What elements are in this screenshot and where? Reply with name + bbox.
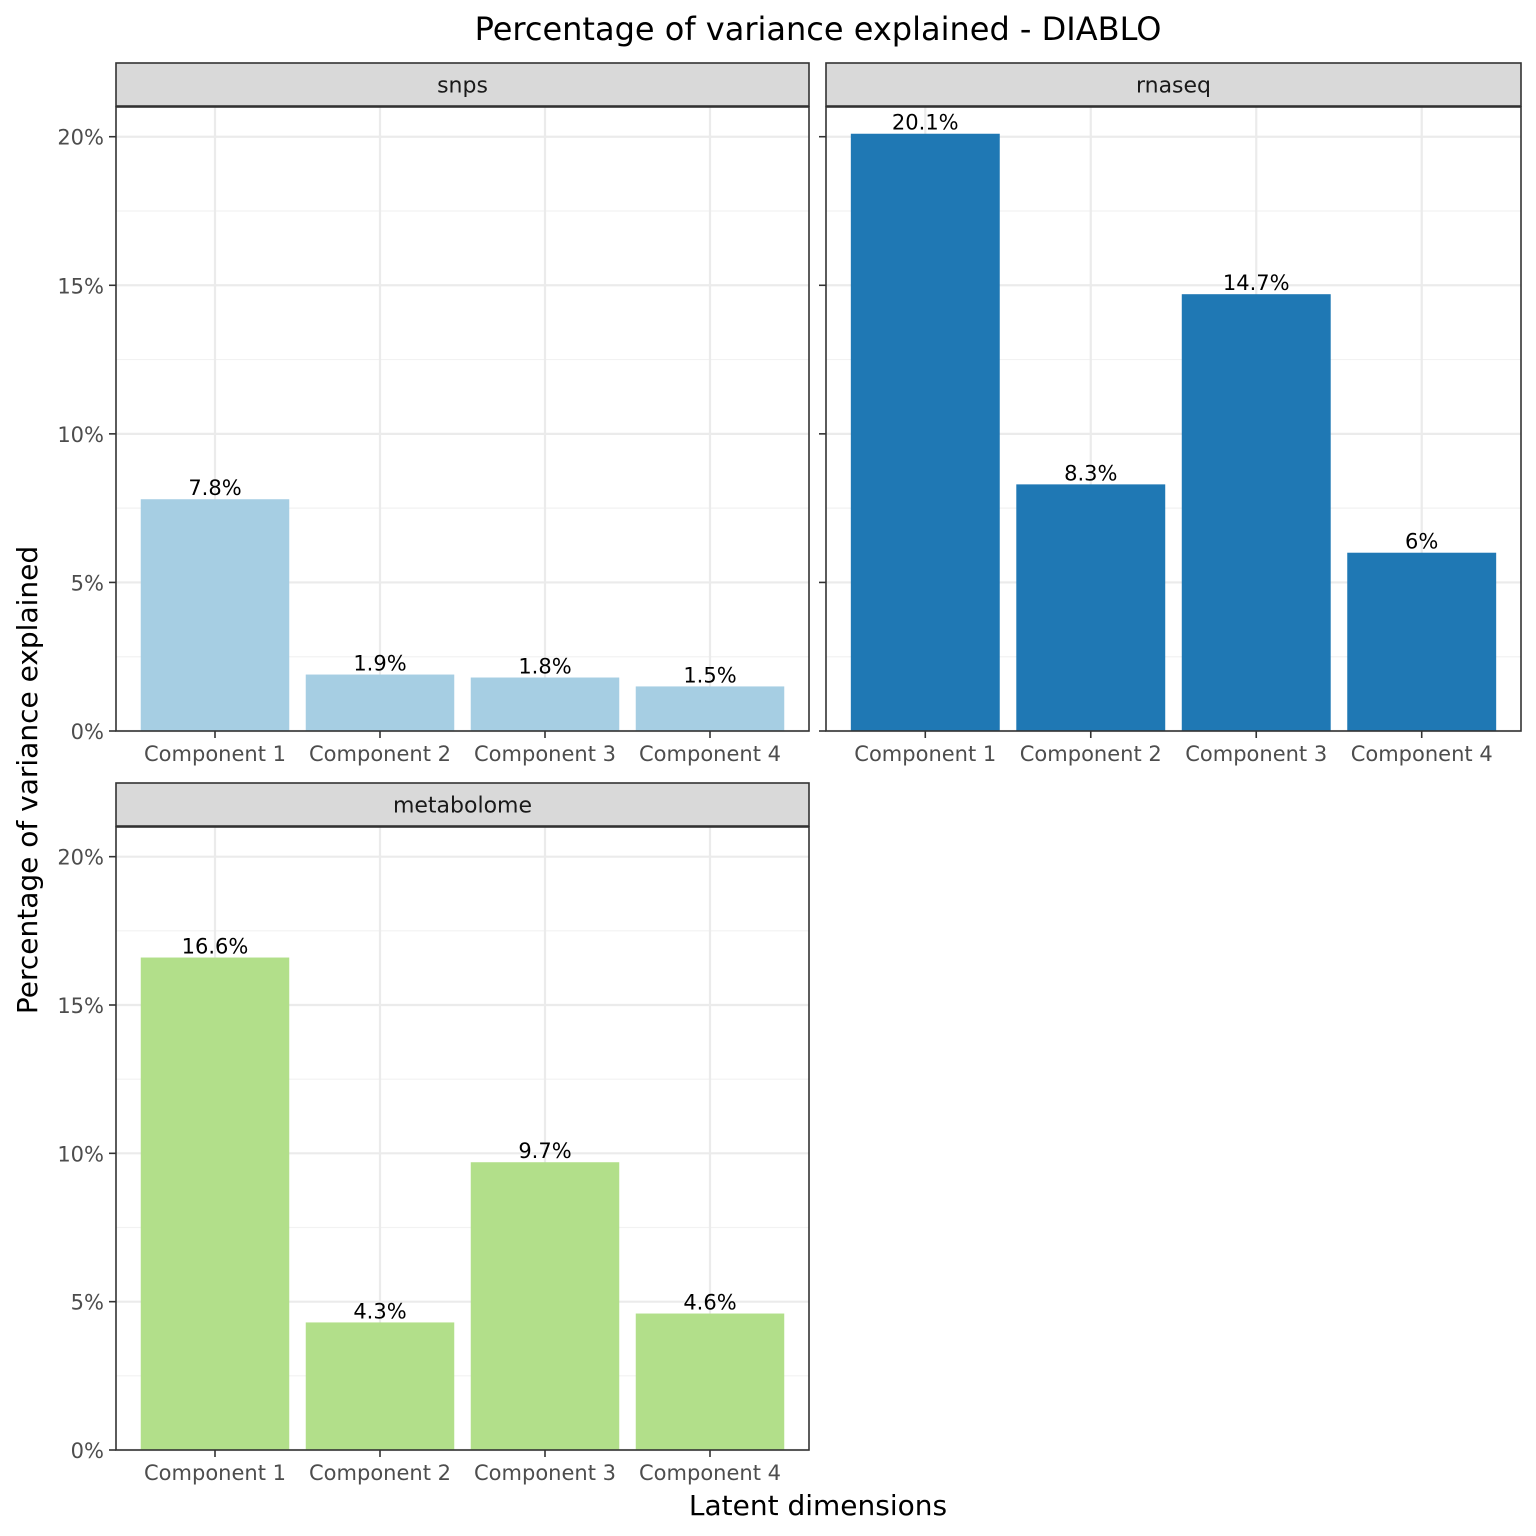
panel-border <box>115 106 810 732</box>
facet-strip <box>115 62 810 107</box>
x-tick-label: Component 1 <box>144 1461 286 1485</box>
bar-metabolome-2 <box>305 1322 455 1450</box>
bar-rnaseq-4 <box>1347 552 1497 731</box>
data-label: 9.7% <box>518 1139 571 1163</box>
chart-title: Percentage of variance explained - DIABL… <box>475 10 1162 48</box>
x-tick-label: Component 2 <box>309 1461 451 1485</box>
x-tick-label: Component 1 <box>144 742 286 766</box>
panel-metabolome: 16.6% 4.3% 9.7% 4.6% metabolome 0% 5% 10% 15% 20%… <box>57 782 810 1485</box>
x-tick-label: Component 2 <box>1020 742 1162 766</box>
data-label: 14.7% <box>1223 271 1290 295</box>
x-tick-label: Component 4 <box>639 1461 781 1485</box>
bar-metabolome-3 <box>470 1162 620 1450</box>
data-label: 20.1% <box>892 111 959 135</box>
y-tick-label: 20% <box>57 126 104 150</box>
data-label: 8.3% <box>1064 461 1117 485</box>
x-tick-label: Component 3 <box>474 742 616 766</box>
y-tick-label: 15% <box>57 994 104 1018</box>
bar-rnaseq-1 <box>850 133 1000 731</box>
bar-metabolome-1 <box>140 957 290 1450</box>
bar-metabolome-4 <box>635 1313 785 1450</box>
panel-snps: 7.8% 1.9% 1.8% 1.5% snps 0% 5% 10% 15% 20% Compone… <box>57 62 810 766</box>
x-axis-title: Latent dimensions <box>689 1489 947 1522</box>
x-tick-label: Component 1 <box>854 742 996 766</box>
x-tick-label: Component 4 <box>639 742 781 766</box>
data-label: 1.5% <box>683 663 736 687</box>
panel-border <box>115 826 810 1451</box>
facet-strip-label: metabolome <box>393 794 532 819</box>
data-label: 16.6% <box>182 935 249 959</box>
facet-strip-label: rnaseq <box>1136 74 1211 99</box>
y-axis-title: Percentage of variance explained <box>11 546 44 1014</box>
bar-snps-3 <box>470 677 620 731</box>
facet-strip-label: snps <box>437 74 488 99</box>
facet-strip <box>825 62 1522 107</box>
y-tick-label: 15% <box>57 274 104 298</box>
y-tick-label: 0% <box>71 1439 104 1463</box>
panel-border <box>825 106 1522 732</box>
data-label: 1.9% <box>353 652 406 676</box>
panel-rnaseq: 20.1% 8.3% 14.7% 6% rnaseq Component 1 Compone… <box>819 62 1522 766</box>
bar-snps-2 <box>305 674 455 731</box>
y-tick-label: 10% <box>57 423 104 447</box>
bar-rnaseq-2 <box>1016 484 1166 731</box>
facet-strip <box>115 782 810 827</box>
bar-snps-4 <box>635 686 785 731</box>
x-tick-label: Component 2 <box>309 742 451 766</box>
x-tick-label: Component 3 <box>1185 742 1327 766</box>
data-label: 1.8% <box>518 655 571 679</box>
y-tick-label: 5% <box>71 1291 104 1315</box>
y-tick-label: 0% <box>71 720 104 744</box>
y-tick-label: 10% <box>57 1142 104 1166</box>
data-label: 4.6% <box>683 1291 736 1315</box>
x-tick-label: Component 4 <box>1351 742 1493 766</box>
data-label: 6% <box>1405 530 1438 554</box>
data-label: 7.8% <box>188 476 241 500</box>
y-tick-label: 20% <box>57 846 104 870</box>
bar-rnaseq-3 <box>1181 294 1331 731</box>
bar-snps-1 <box>140 499 290 731</box>
facet-panels: 7.8% 1.9% 1.8% 1.5% snps 0% 5% 10% 15% 20% Compone… <box>57 62 1522 1485</box>
x-tick-label: Component 3 <box>474 1461 616 1485</box>
data-label: 4.3% <box>353 1299 406 1323</box>
y-tick-label: 5% <box>71 571 104 595</box>
